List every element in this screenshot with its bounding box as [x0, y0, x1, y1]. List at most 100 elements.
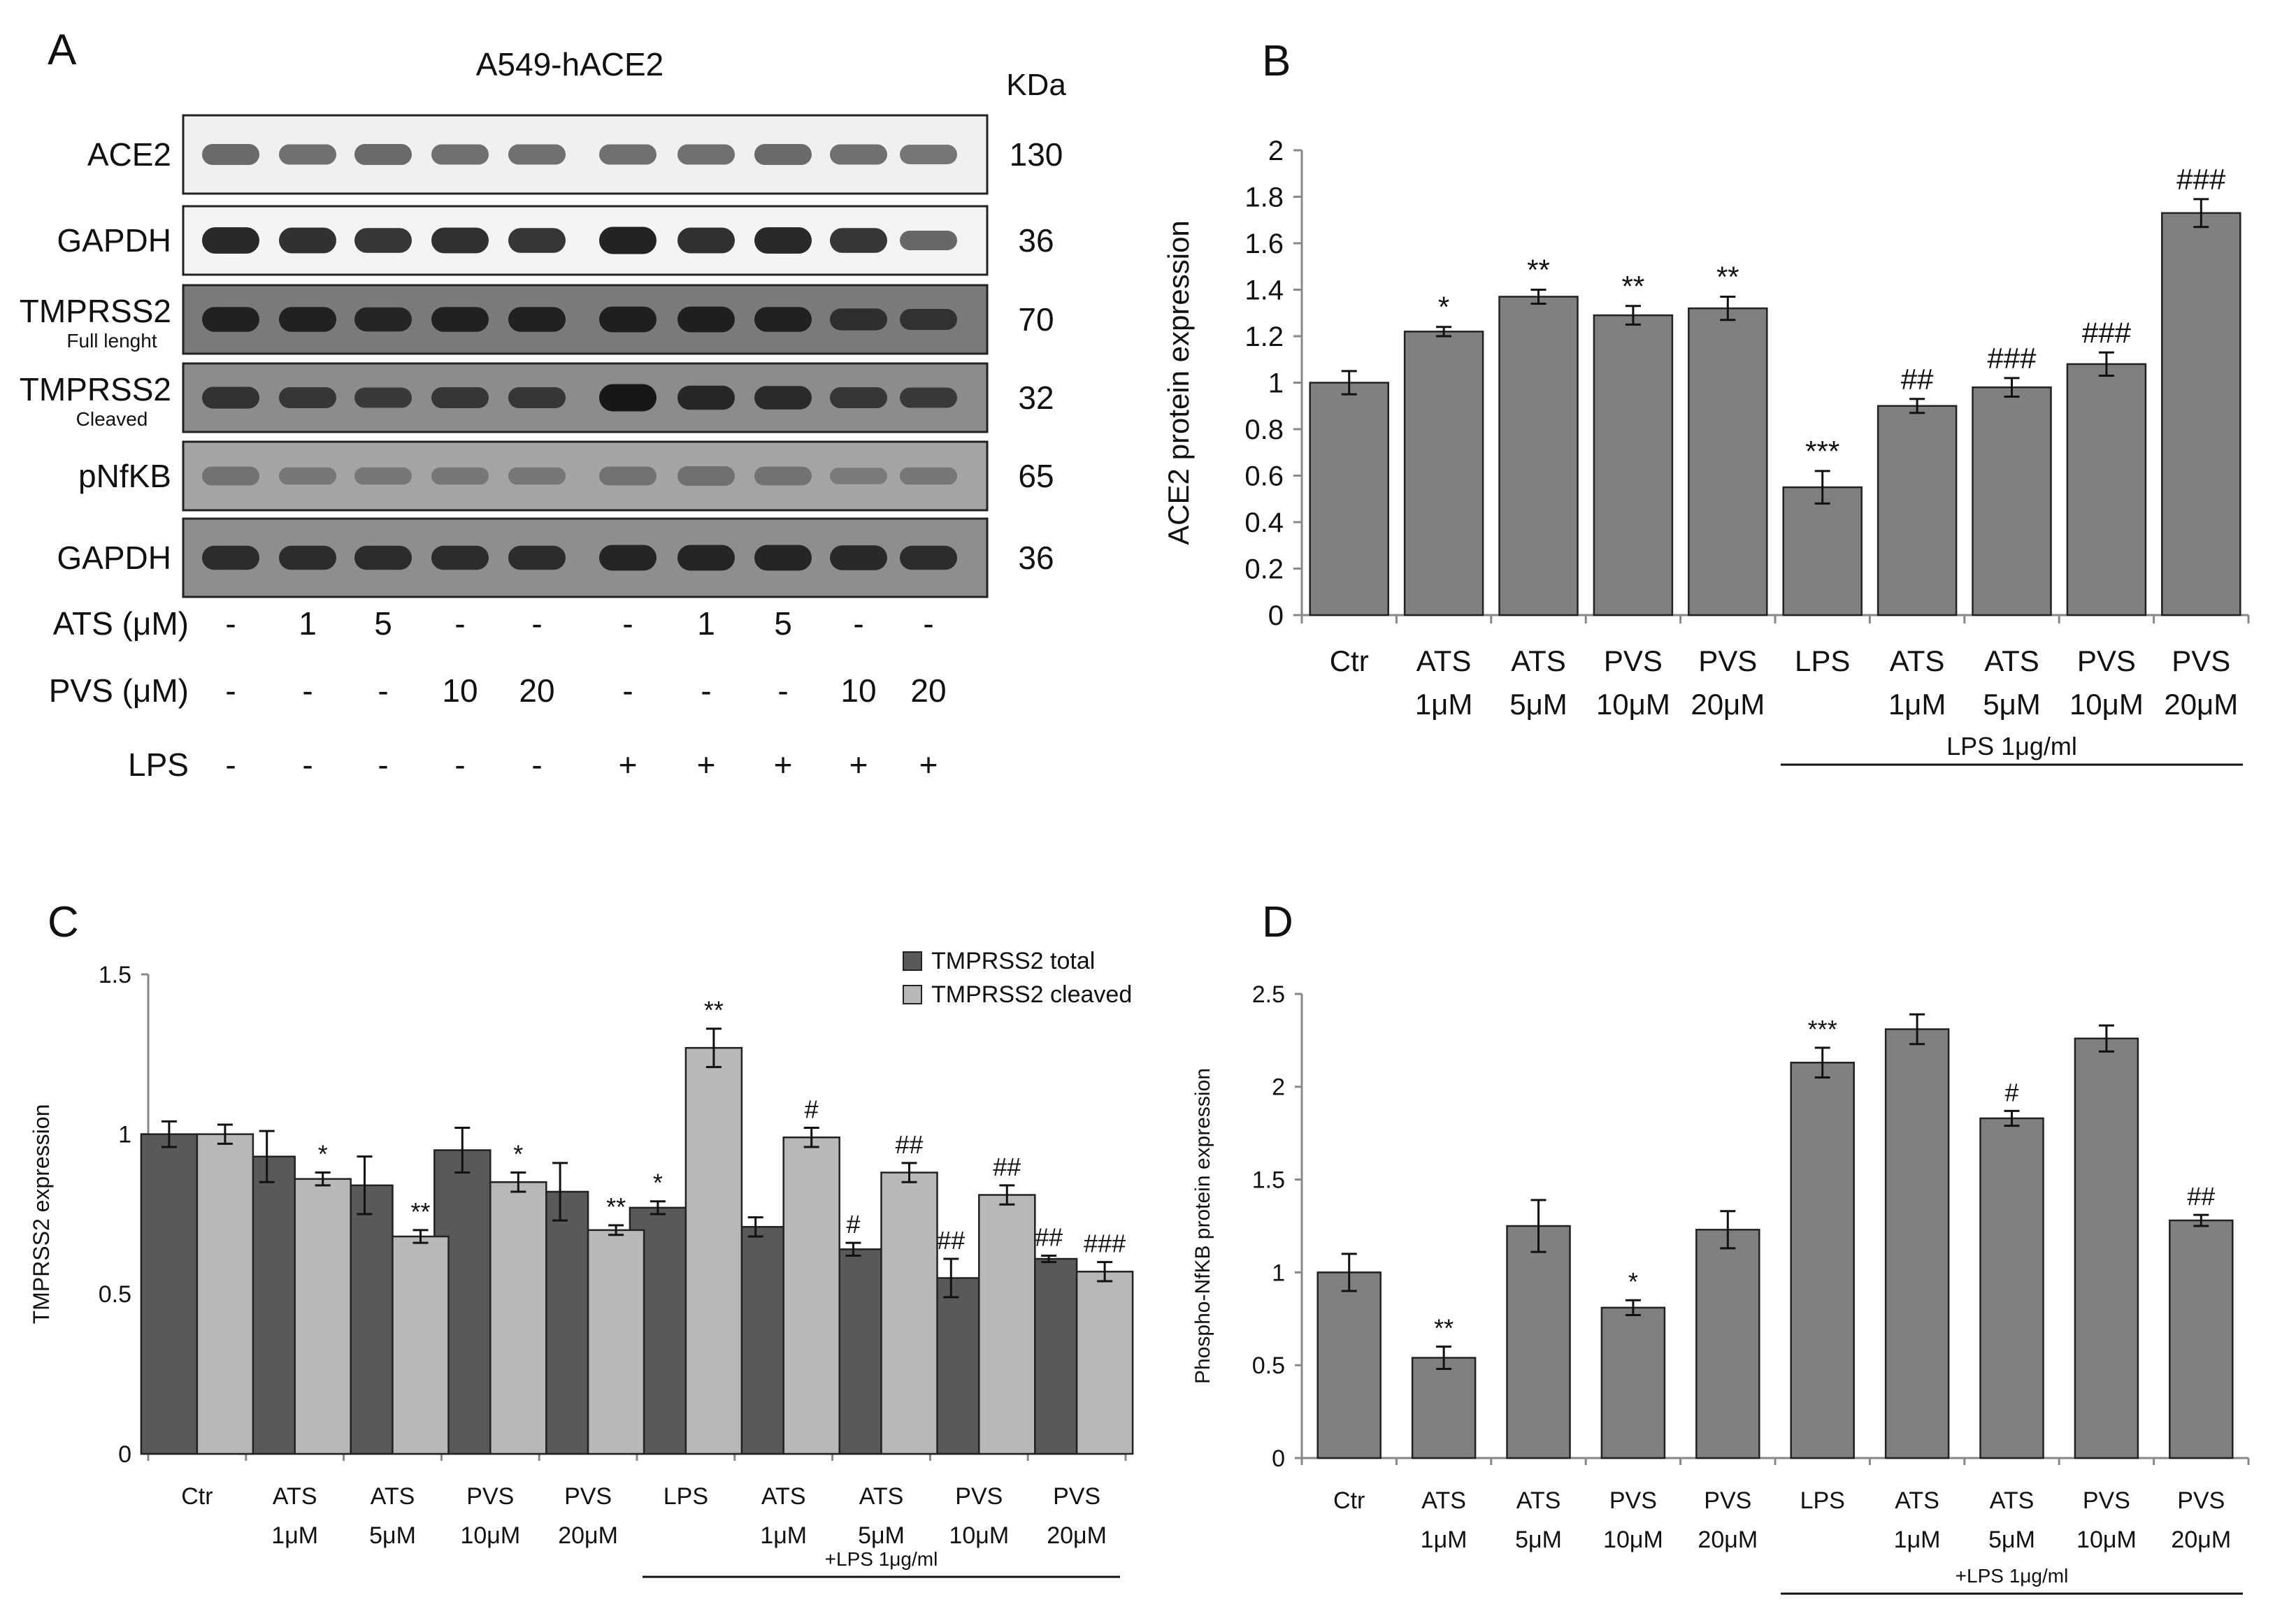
x-category-label: 20μM — [2171, 1527, 2231, 1553]
blot-band — [202, 545, 259, 570]
bar — [196, 1133, 254, 1455]
y-tick-label: 0.8 — [1244, 414, 1284, 445]
blot-band — [677, 227, 735, 254]
x-category-label: Ctr — [181, 1483, 213, 1510]
bar — [1782, 486, 1863, 616]
significance-label: ### — [1987, 342, 2037, 375]
blot-band — [431, 467, 489, 485]
blot-row-label: pNfKB — [78, 458, 171, 494]
blot-band — [354, 228, 412, 253]
x-category-label: ATS — [371, 1483, 415, 1510]
treatment-value: - — [853, 605, 863, 642]
x-category-label: 10μM — [460, 1522, 520, 1549]
x-category-label: PVS — [1609, 1487, 1657, 1514]
x-category-label: PVS — [955, 1483, 1003, 1510]
blot-band — [754, 466, 812, 486]
x-category-label: ATS — [1990, 1487, 2035, 1514]
blot-band — [900, 145, 957, 164]
blot-band — [431, 144, 489, 165]
blot-band — [354, 467, 412, 485]
blot-band — [677, 544, 735, 571]
blot-kda-value: 36 — [1018, 540, 1054, 576]
significance-label: ## — [993, 1153, 1021, 1181]
treatment-value: - — [225, 746, 236, 783]
blot-band — [279, 307, 336, 332]
y-tick-label: 0.2 — [1244, 554, 1284, 585]
treatment-value: 5 — [374, 605, 392, 642]
blot-band — [202, 466, 259, 486]
blot-band — [202, 387, 259, 409]
bar — [1972, 386, 2052, 616]
treatment-value: 5 — [774, 605, 792, 642]
y-tick-label: 1.6 — [1244, 229, 1284, 259]
x-category-label: 5μM — [1509, 688, 1567, 721]
y-tick-label: 0.5 — [99, 1281, 131, 1308]
blot-band — [599, 544, 656, 571]
x-category-label: 10μM — [1603, 1527, 1663, 1553]
blot-band — [599, 466, 656, 486]
blot-band — [508, 545, 566, 570]
bar — [2161, 212, 2241, 616]
significance-label: ### — [1084, 1229, 1126, 1258]
blot-band — [202, 307, 259, 332]
blot-row-label: ACE2 — [87, 136, 171, 173]
bar — [1309, 382, 1389, 616]
significance-label: # — [846, 1210, 860, 1239]
group-bracket-label: LPS 1μg/ml — [1946, 732, 2077, 760]
blot-band — [900, 308, 957, 331]
blot-kda-value: 70 — [1018, 301, 1054, 338]
blot-band — [431, 227, 489, 254]
treatment-value: + — [697, 746, 716, 783]
significance-label: # — [805, 1095, 819, 1124]
treatment-value: - — [701, 672, 711, 709]
treatment-value: + — [919, 746, 938, 783]
y-tick-label: 1 — [1268, 368, 1284, 399]
y-tick-label: 0.6 — [1244, 461, 1284, 492]
x-category-label: LPS — [663, 1483, 708, 1510]
bar — [1316, 1271, 1382, 1459]
x-category-label: 1μM — [1894, 1527, 1941, 1553]
x-category-label: 10μM — [2076, 1527, 2137, 1553]
treatment-value: 1 — [299, 605, 317, 642]
y-tick-label: 1.8 — [1244, 182, 1284, 213]
bar — [1877, 405, 1958, 616]
legend-swatch — [903, 985, 922, 1004]
legend-label: TMPRSS2 cleaved — [931, 981, 1132, 1008]
blot-band — [279, 227, 336, 254]
treatment-label: LPS — [128, 746, 189, 783]
bar — [1688, 307, 1768, 616]
blot-band — [431, 307, 489, 332]
treatment-value: + — [619, 746, 638, 783]
blot-band — [830, 468, 887, 484]
treatment-value: - — [225, 605, 236, 642]
bar — [294, 1178, 352, 1455]
bar — [1790, 1062, 1855, 1459]
significance-label: * — [318, 1140, 328, 1169]
legend-swatch — [903, 951, 922, 971]
bar — [684, 1046, 743, 1455]
treatment-value: - — [622, 672, 633, 709]
y-tick-label: 0 — [118, 1441, 131, 1468]
significance-label: ** — [1434, 1314, 1454, 1343]
x-category-label: 1μM — [1421, 1527, 1468, 1553]
significance-label: ### — [2176, 163, 2226, 196]
blot-band — [431, 387, 489, 409]
x-category-label: PVS — [466, 1483, 514, 1510]
blot-band — [599, 306, 656, 333]
bar — [782, 1136, 840, 1455]
x-category-label: PVS — [1604, 644, 1663, 677]
blot-band — [354, 143, 412, 166]
significance-label: ## — [1035, 1222, 1063, 1251]
bar — [1695, 1229, 1760, 1459]
treatment-value: 10 — [840, 672, 876, 709]
x-category-label: PVS — [2177, 1487, 2225, 1514]
blot-row-label: TMPRSS2 — [20, 371, 171, 407]
blot-band — [677, 385, 735, 410]
treatment-label: PVS (μM) — [49, 672, 189, 709]
bar — [2066, 363, 2147, 616]
treatment-value: + — [774, 746, 793, 783]
x-category-label: ATS — [1890, 644, 1945, 677]
bar — [2169, 1219, 2234, 1459]
blot-band — [754, 386, 812, 410]
